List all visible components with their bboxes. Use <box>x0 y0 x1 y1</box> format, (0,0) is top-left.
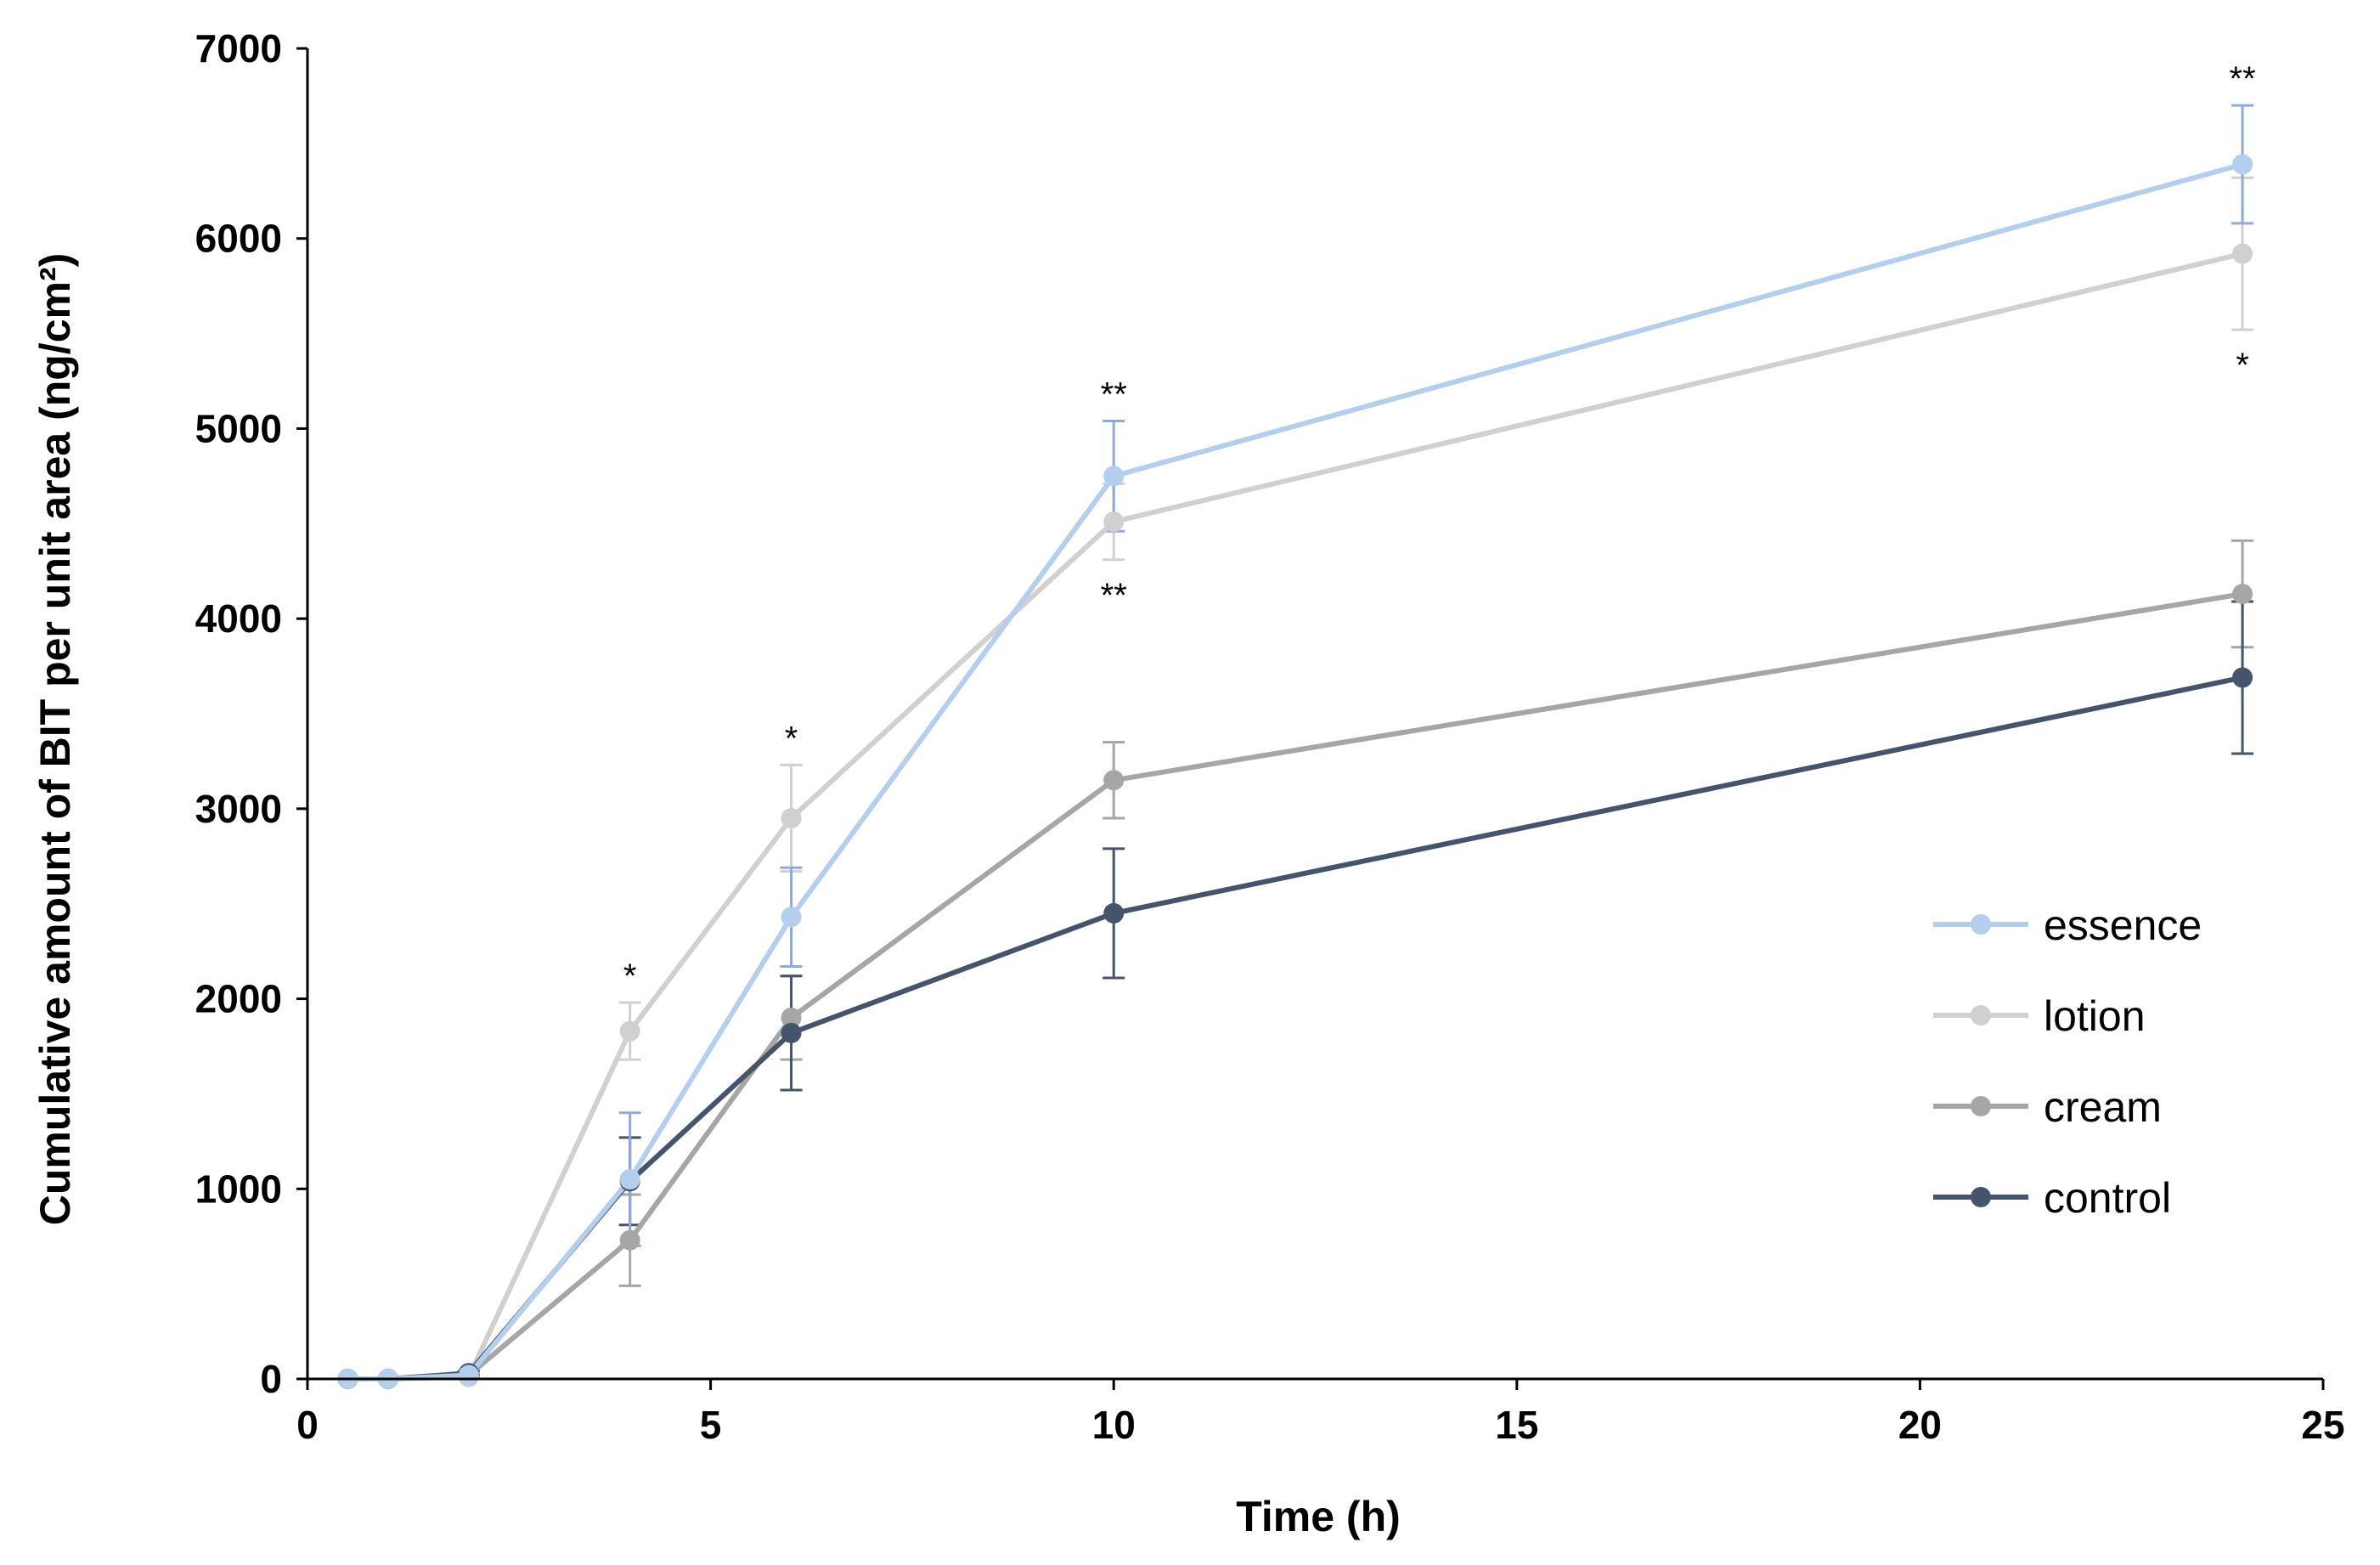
data-point-essence <box>781 907 802 928</box>
data-point-control <box>781 1022 802 1043</box>
y-tick-label: 0 <box>260 1357 282 1401</box>
legend-label-lotion: lotion <box>2044 992 2146 1040</box>
legend-label-cream: cream <box>2044 1083 2162 1131</box>
data-point-control <box>1103 902 1125 924</box>
y-tick-label: 5000 <box>195 406 282 450</box>
y-tick-label: 2000 <box>195 977 282 1021</box>
data-point-cream <box>781 1007 802 1028</box>
significance-marker: ** <box>2230 60 2256 98</box>
legend-marker-control <box>1971 1187 1991 1207</box>
data-point-lotion <box>619 1020 640 1042</box>
legend-marker-lotion <box>1971 1005 1991 1025</box>
significance-marker: * <box>623 958 637 995</box>
y-tick-label: 7000 <box>195 26 282 71</box>
x-tick-label: 5 <box>700 1403 722 1447</box>
data-point-essence <box>619 1169 640 1190</box>
significance-marker: ** <box>1101 376 1127 413</box>
x-axis-title: Time (h) <box>1236 1493 1401 1540</box>
y-tick-label: 4000 <box>195 596 282 641</box>
legend-label-essence: essence <box>2044 901 2202 949</box>
data-point-lotion <box>2232 243 2253 264</box>
legend: essence lotion cream control <box>1933 901 2202 1222</box>
data-point-cream <box>1103 770 1125 791</box>
significance-marker: * <box>2236 347 2249 384</box>
data-point-cream <box>619 1229 640 1251</box>
y-tick-label: 1000 <box>195 1167 282 1211</box>
data-point-lotion <box>781 808 802 829</box>
x-tick-label: 0 <box>296 1403 319 1447</box>
y-tick-label: 6000 <box>195 217 282 261</box>
data-point-essence <box>458 1364 479 1386</box>
data-point-lotion <box>1103 511 1125 533</box>
y-tick-label: 3000 <box>195 787 282 831</box>
data-point-essence <box>2232 154 2253 175</box>
legend-marker-essence <box>1971 914 1991 935</box>
significance-annotations: ********* <box>623 60 2256 995</box>
x-tick-label: 15 <box>1495 1403 1538 1447</box>
x-tick-label: 25 <box>2301 1403 2344 1447</box>
significance-marker: ** <box>1101 577 1127 614</box>
data-point-essence <box>1103 466 1125 487</box>
y-axis-title: Cumulative amount of BIT per unit area (… <box>31 253 79 1226</box>
legend-marker-cream <box>1971 1096 1991 1116</box>
data-point-cream <box>2232 584 2253 605</box>
x-tick-label: 10 <box>1092 1403 1136 1447</box>
legend-label-control: control <box>2044 1174 2171 1222</box>
axes: 0 5 10 15 20 25 0 1000 2000 3000 4000 5000 6000 7000 <box>195 26 2345 1447</box>
series-markers <box>337 154 2253 1389</box>
data-point-control <box>2232 667 2253 688</box>
significance-marker: * <box>785 720 798 757</box>
x-tick-label: 20 <box>1898 1403 1942 1447</box>
series-line-lotion <box>347 251 2243 1381</box>
